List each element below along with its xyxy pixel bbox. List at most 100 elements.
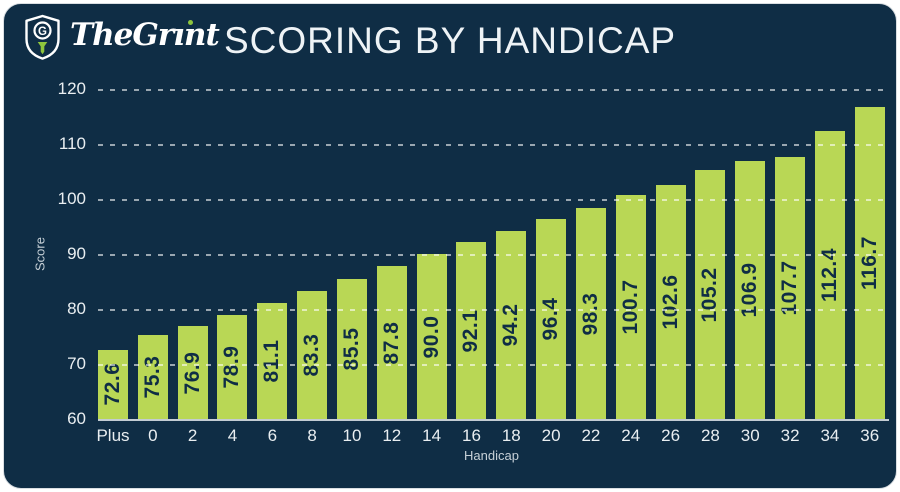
- brand-wordmark: TheGrı nt: [70, 17, 220, 53]
- chart-title: SCORING BY HANDICAP: [223, 20, 677, 61]
- monogram-letter: G: [38, 26, 47, 38]
- bar-2: 76.9: [177, 326, 208, 419]
- bar-slot-16: 92.1 16: [456, 89, 487, 445]
- y-tick-70: 70: [67, 354, 86, 373]
- x-axis-baseline: [98, 419, 889, 421]
- shield-logo-icon: G: [25, 14, 60, 60]
- bar-32: 107.7: [775, 156, 806, 419]
- x-tick-20: 20: [541, 426, 561, 445]
- bar-slot-36: 116.7 36: [854, 89, 885, 445]
- bar-24: 100.7: [615, 195, 646, 419]
- x-tick-Plus: Plus: [96, 426, 130, 445]
- x-tick-30: 30: [740, 426, 760, 445]
- x-tick-8: 8: [307, 426, 317, 445]
- x-tick-26: 26: [661, 426, 681, 445]
- bar-value-6: 81.1: [260, 339, 284, 383]
- bar-slot-28: 105.2 28: [695, 89, 726, 445]
- y-tick-110: 110: [58, 134, 86, 153]
- x-tick-24: 24: [621, 426, 641, 445]
- bar-slot-34: 112.4 34: [814, 89, 845, 445]
- bar-10: 85.5: [336, 278, 367, 419]
- gridline-70: [98, 364, 889, 366]
- bar-slot-8: 83.3 8: [297, 89, 328, 445]
- monogram-circle: [33, 21, 52, 40]
- bar-value-36: 116.7: [857, 236, 881, 291]
- bar-22: 98.3: [575, 208, 606, 419]
- bar-Plus: 72.6: [98, 349, 128, 419]
- bar-16: 92.1: [456, 242, 487, 419]
- y-tick-100: 100: [57, 189, 86, 208]
- bar-value-14: 90.0: [419, 315, 443, 358]
- bar-slot-14: 90.0 14: [416, 89, 447, 445]
- bar-value-20: 96.4: [539, 297, 563, 341]
- gridline-100: [98, 199, 889, 201]
- bar-value-4: 78.9: [220, 345, 244, 389]
- bar-28: 105.2: [695, 170, 726, 419]
- y-tick-80: 80: [67, 299, 86, 318]
- bar-8: 83.3: [297, 290, 328, 419]
- x-tick-22: 22: [581, 426, 601, 445]
- bar-slot-Plus: 72.6 Plus: [96, 89, 130, 445]
- golf-tee-icon: [37, 42, 48, 55]
- bar-slot-24: 100.7 24: [615, 89, 646, 445]
- bar-value-16: 92.1: [459, 309, 483, 353]
- x-tick-16: 16: [461, 426, 481, 445]
- bar-36: 116.7: [854, 107, 885, 419]
- bar-6: 81.1: [257, 302, 288, 419]
- gridline-90: [98, 254, 889, 256]
- bar-slot-30: 106.9 30: [735, 89, 766, 445]
- y-tick-90: 90: [67, 244, 86, 263]
- bar-14: 90.0: [416, 254, 447, 419]
- bar-20: 96.4: [536, 218, 567, 419]
- bar-slot-2: 76.9 2: [177, 89, 208, 445]
- bar-slot-4: 78.9 4: [217, 89, 248, 445]
- x-tick-2: 2: [187, 426, 198, 445]
- bar-value-26: 102.6: [658, 274, 682, 330]
- bar-slot-12: 87.8 12: [376, 89, 407, 445]
- bar-value-0: 75.3: [140, 355, 164, 399]
- x-tick-0: 0: [148, 426, 158, 445]
- x-tick-32: 32: [780, 426, 800, 445]
- bar-30: 106.9: [735, 161, 766, 419]
- bar-chart: Score 60 70 80 90 100 110 120 72.6 Plus 75.3 0 76.9…: [4, 4, 896, 488]
- bar-value-12: 87.8: [379, 321, 403, 364]
- bar-value-34: 112.4: [817, 247, 841, 302]
- bar-slot-18: 94.2 18: [496, 89, 527, 445]
- x-tick-34: 34: [820, 426, 840, 445]
- bar-value-22: 98.3: [578, 292, 602, 336]
- bars-group: 72.6 Plus 75.3 0 76.9 2 78.9 4 81.1 6 83.3 8 85.5 10 8…: [96, 89, 885, 445]
- x-tick-28: 28: [700, 426, 720, 445]
- bar-slot-0: 75.3 0: [137, 89, 168, 445]
- x-tick-36: 36: [860, 426, 880, 445]
- x-tick-18: 18: [501, 426, 521, 445]
- bar-4: 78.9: [217, 315, 248, 419]
- plot-area: 60 70 80 90 100 110 120 72.6 Plus 75.3 0 76.9 2 78.9 4…: [58, 79, 889, 445]
- bar-slot-20: 96.4 20: [536, 89, 567, 445]
- brand-logo: G TheGrı nt: [22, 14, 220, 61]
- bar-0: 75.3: [137, 334, 168, 419]
- bar-12: 87.8: [376, 266, 407, 419]
- x-tick-10: 10: [342, 426, 362, 445]
- bar-slot-26: 102.6 26: [655, 89, 686, 445]
- bar-18: 94.2: [496, 230, 527, 419]
- x-axis-label: Handicap: [464, 448, 519, 463]
- x-tick-4: 4: [227, 426, 238, 445]
- bar-value-2: 76.9: [180, 351, 204, 394]
- bar-value-28: 105.2: [698, 267, 722, 323]
- gridline-80: [98, 309, 889, 311]
- bar-value-32: 107.7: [778, 260, 802, 316]
- bar-26: 102.6: [655, 184, 686, 419]
- bar-34: 112.4: [814, 130, 845, 419]
- x-tick-6: 6: [267, 426, 278, 445]
- bar-value-24: 100.7: [618, 279, 642, 335]
- green-i-dot-icon: [187, 20, 193, 25]
- bar-value-8: 83.3: [300, 333, 324, 377]
- y-tick-60: 60: [67, 409, 86, 428]
- x-tick-14: 14: [422, 426, 442, 445]
- bar-slot-6: 81.1 6: [257, 89, 288, 445]
- gridline-110: [98, 144, 889, 146]
- bar-slot-22: 98.3 22: [575, 89, 606, 445]
- chart-card: G TheGrı nt SCORING BY HANDICAP Score 60 7…: [3, 3, 897, 489]
- gridline-120: [98, 89, 889, 91]
- y-tick-120: 120: [57, 79, 86, 98]
